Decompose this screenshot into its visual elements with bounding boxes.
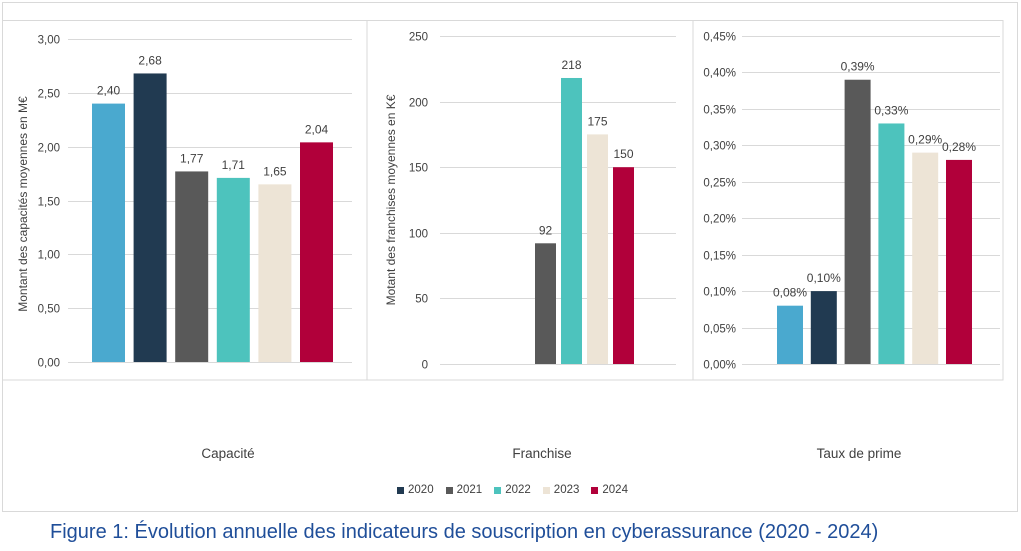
- bar-unnamed-series: [92, 103, 125, 362]
- panel-capacite: 0,00 0,50 1,00 1,50 2,00 2,50 3,00 2,40 2,68 1,77…: [2, 20, 368, 381]
- y-tick-label: 250: [409, 32, 428, 44]
- legend-label: 2021: [456, 484, 483, 496]
- y-tick-label: 50: [415, 294, 428, 306]
- legend-label: 2022: [505, 484, 531, 496]
- data-label-2023: 175: [587, 114, 607, 128]
- y-tick-label: 0,45%: [703, 32, 736, 44]
- y-tick-label: 0,30%: [703, 141, 736, 153]
- data-label-unnamed-series: 0,08%: [773, 286, 807, 300]
- y-axis-title: Montant des capacités moyennes en M€: [16, 96, 30, 312]
- legend-swatch: [397, 486, 405, 494]
- bar-2023: [258, 184, 292, 362]
- y-tick-label: 0,00%: [703, 360, 736, 372]
- y-tick-label: 0,05%: [703, 324, 736, 336]
- data-label-2021: 92: [539, 223, 553, 237]
- y-tick-label: 0,15%: [703, 251, 736, 263]
- panel-taux-de-prime: 0,00% 0,05% 0,10% 0,15% 0,20% 0,25% 0,30% 0,35%…: [692, 20, 1004, 381]
- legend-item-2024: 2024: [591, 483, 628, 497]
- legend-swatch: [494, 486, 502, 494]
- bar-2020: [810, 291, 837, 364]
- bar-2020: [133, 73, 167, 362]
- data-label-2023: 0,29%: [908, 133, 942, 147]
- bar-2022: [878, 123, 905, 364]
- bar-2024: [613, 167, 634, 364]
- y-tick-label: 0,35%: [703, 105, 736, 117]
- y-tick-label: 0: [422, 360, 428, 372]
- data-label-2020: 2,68: [138, 53, 162, 67]
- y-tick-label: 0,50: [38, 304, 60, 316]
- data-label-2021: 0,39%: [841, 60, 875, 74]
- bar-2021: [844, 79, 871, 364]
- bar-2023: [587, 134, 608, 364]
- legend-item-2023: 2023: [542, 483, 580, 497]
- panel-frame: [366, 20, 694, 381]
- legend-label: 2024: [602, 484, 628, 496]
- y-tick-label: 1,50: [38, 197, 60, 209]
- y-tick-label: 100: [409, 229, 428, 241]
- legend-swatch: [591, 486, 599, 494]
- y-tick-label: 0,25%: [703, 178, 736, 190]
- y-tick-label: 0,10%: [703, 287, 736, 299]
- y-tick-label: 0,20%: [703, 214, 736, 226]
- legend-item-2022: 2022: [494, 483, 531, 497]
- bar-unnamed-series: [777, 305, 803, 364]
- y-tick-label: 200: [409, 98, 428, 110]
- y-tick-label: 1,00: [38, 250, 60, 262]
- data-label-2024: 150: [613, 147, 633, 161]
- data-label-2022: 0,33%: [874, 103, 908, 117]
- data-label-2024: 2,04: [305, 122, 329, 136]
- legend-swatch: [542, 486, 550, 494]
- y-tick-label: 2,50: [38, 89, 60, 101]
- bar-2021: [535, 243, 556, 364]
- legend-swatch: [445, 486, 453, 494]
- bar-2022: [561, 77, 582, 364]
- category-label: Capacité: [201, 446, 254, 461]
- data-label-2020: 0,10%: [807, 271, 841, 285]
- y-tick-label: 3,00: [38, 35, 60, 47]
- data-label-2023: 1,65: [263, 164, 287, 178]
- category-label: Taux de prime: [817, 446, 902, 461]
- legend-item-2020: 2020: [397, 483, 434, 497]
- legend-item-2021: 2021: [445, 483, 483, 497]
- panel-franchise: 0 50 100 150 200 250 92 218 175 150 Motant des fra…: [366, 20, 694, 381]
- legend-label: 2020: [408, 484, 434, 496]
- bar-2021: [175, 171, 209, 362]
- y-axis-title: Motant des franchises moyennes en K€: [384, 94, 398, 305]
- y-tick-label: 150: [409, 163, 428, 175]
- data-label-2024: 0,28%: [942, 140, 976, 154]
- panel-frame: [692, 20, 1004, 381]
- legend: 2020 2021 2022 2023 2024: [4, 483, 1021, 497]
- bar-2023: [912, 152, 939, 364]
- y-tick-label: 0,00: [38, 358, 60, 370]
- legend-label: 2023: [553, 484, 580, 496]
- y-tick-label: 0,40%: [703, 68, 736, 80]
- data-label-2021: 1,77: [180, 151, 204, 165]
- figure-caption: Figure 1: Évolution annuelle des indicat…: [50, 521, 879, 543]
- y-tick-label: 2,00: [38, 143, 60, 155]
- category-axis-labels: Capacité Franchise Taux de prime: [201, 446, 901, 461]
- bar-2024: [300, 142, 333, 362]
- category-label: Franchise: [512, 446, 571, 461]
- bar-2024: [946, 159, 972, 364]
- data-label-2022: 1,71: [222, 158, 246, 172]
- bar-2022: [216, 177, 250, 362]
- data-label-unnamed-series: 2,40: [97, 84, 121, 98]
- data-label-2022: 218: [561, 58, 581, 72]
